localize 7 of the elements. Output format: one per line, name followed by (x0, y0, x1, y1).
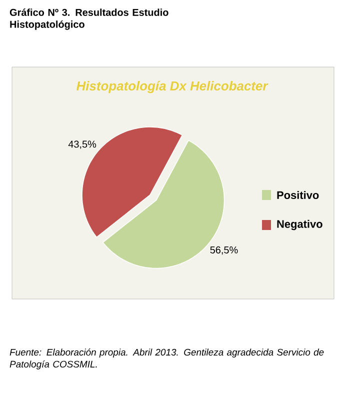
data-label: 56,5% (210, 246, 238, 255)
source-note: Fuente: Elaboración propia. Abril 2013. Gentileza agradecida Servicio de Patología COSSMIL. (10, 348, 324, 370)
data-label: 43,5% (68, 140, 96, 149)
chart-subtitle: Histopatología Dx Helicobacter (76, 80, 268, 94)
chart-title: Gráfico Nº 3. Resultados Estudio Histopatológico (10, 8, 168, 30)
legend-label: Positivo (277, 190, 319, 200)
legend-label: Negativo (277, 220, 322, 230)
